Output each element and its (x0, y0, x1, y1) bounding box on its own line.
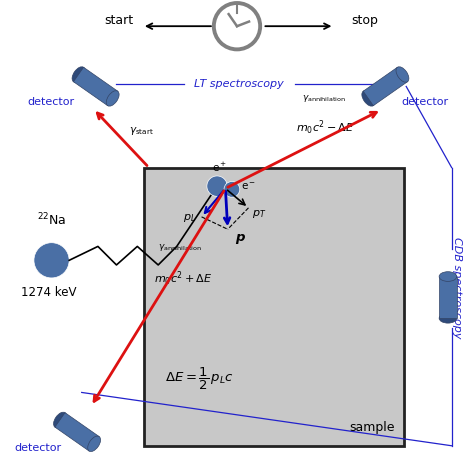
Ellipse shape (362, 91, 374, 106)
Text: e$^-$: e$^-$ (241, 180, 256, 192)
Text: 1274 keV: 1274 keV (21, 286, 77, 299)
Circle shape (34, 243, 69, 278)
Ellipse shape (54, 412, 66, 428)
Bar (144, 167, 404, 446)
Circle shape (207, 176, 227, 196)
Polygon shape (363, 67, 408, 106)
Text: $^{22}$Na: $^{22}$Na (37, 211, 66, 228)
Text: $m_0c^2 + \Delta E$: $m_0c^2 + \Delta E$ (154, 270, 212, 288)
Text: $\boldsymbol{p}$: $\boldsymbol{p}$ (235, 232, 246, 246)
Ellipse shape (106, 91, 119, 106)
Text: detector: detector (27, 97, 74, 106)
Ellipse shape (439, 313, 457, 323)
Text: $p_T$: $p_T$ (252, 208, 266, 220)
Text: detector: detector (14, 444, 61, 453)
Polygon shape (73, 67, 118, 106)
Ellipse shape (396, 67, 409, 82)
Text: e$^+$: e$^+$ (212, 160, 228, 173)
Text: $\gamma_{\mathrm{annihilation}}$: $\gamma_{\mathrm{annihilation}}$ (302, 93, 346, 104)
Text: $p_L$: $p_L$ (183, 212, 196, 224)
Text: sample: sample (349, 421, 395, 434)
Text: stop: stop (351, 13, 378, 27)
Polygon shape (55, 412, 99, 451)
Text: detector: detector (401, 97, 448, 106)
Text: $\Delta E = \dfrac{1}{2}\,p_L c$: $\Delta E = \dfrac{1}{2}\,p_L c$ (165, 365, 234, 392)
Circle shape (224, 181, 240, 197)
Ellipse shape (439, 272, 457, 281)
Circle shape (214, 3, 260, 49)
Text: $\gamma_{\mathrm{annihilation}}$: $\gamma_{\mathrm{annihilation}}$ (158, 242, 202, 253)
Text: CDB spectroscopy: CDB spectroscopy (452, 238, 462, 339)
Text: start: start (104, 13, 133, 27)
Text: $m_0c^2 - \Delta E$: $m_0c^2 - \Delta E$ (296, 119, 355, 137)
Text: $\gamma_{\mathrm{start}}$: $\gamma_{\mathrm{start}}$ (129, 125, 155, 137)
Text: LT spectroscopy: LT spectroscopy (194, 79, 284, 89)
Ellipse shape (88, 436, 100, 452)
Polygon shape (439, 277, 457, 318)
Ellipse shape (72, 67, 85, 82)
